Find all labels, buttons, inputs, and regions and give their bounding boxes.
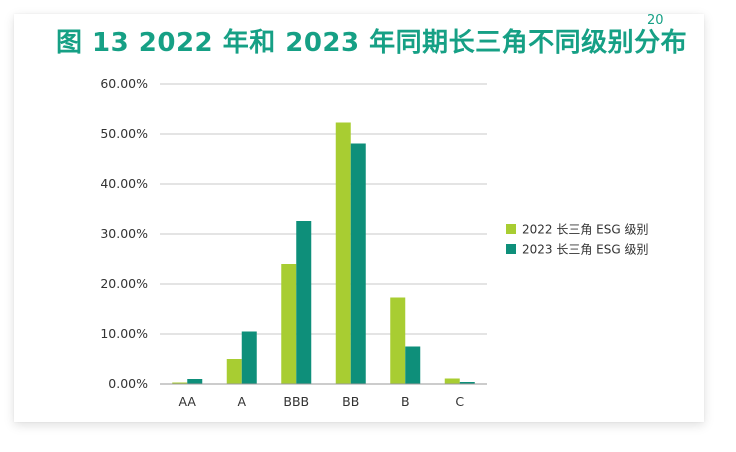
chart-title: 图 13 2022 年和 2023 年同期长三角不同级别分布 [56, 28, 688, 58]
bar-b-series-1 [390, 297, 406, 384]
legend: 2022 长三角 ESG 级别 2023 长三角 ESG 级别 [506, 223, 648, 257]
bar-b-series-2 [405, 346, 421, 384]
y-tick-label: 30.00% [100, 226, 148, 241]
bar-a-series-2 [241, 331, 257, 384]
bar-aa-series-2 [187, 379, 203, 384]
bar-c-series-2 [459, 382, 475, 384]
bar-bb-series-2 [350, 143, 366, 384]
y-tick-label: 20.00% [100, 276, 148, 291]
y-tick-label: 50.00% [100, 126, 148, 141]
y-tick-label: 0.00% [108, 376, 148, 391]
bar-a-series-1 [226, 359, 242, 384]
legend-swatch [506, 244, 516, 254]
y-axis-ticks: 0.00% 10.00% 20.00% 30.00% 40.00% 50.00% 60.00… [100, 76, 148, 391]
x-tick-label: AA [179, 394, 197, 409]
bar-aa-series-1 [172, 382, 188, 384]
x-tick-label: B [401, 394, 410, 409]
x-tick-label: BBB [283, 394, 309, 409]
y-tick-label: 10.00% [100, 326, 148, 341]
bar-bbb-series-2 [296, 221, 312, 384]
bar-c-series-1 [444, 378, 460, 384]
bar-bb-series-1 [335, 122, 351, 384]
bars [172, 122, 475, 384]
y-tick-label: 40.00% [100, 176, 148, 191]
x-axis: AA A BBB BB B C [160, 383, 487, 409]
x-tick-label: BB [342, 394, 359, 409]
bar-bbb-series-1 [281, 264, 297, 384]
legend-label: 2023 长三角 ESG 级别 [522, 243, 648, 257]
x-tick-label: C [455, 394, 464, 409]
gridlines [160, 83, 487, 335]
y-tick-label: 60.00% [100, 76, 148, 91]
legend-label: 2022 长三角 ESG 级别 [522, 223, 648, 237]
legend-swatch [506, 224, 516, 234]
x-tick-label: A [237, 394, 246, 409]
page-number: 20 [647, 13, 664, 28]
